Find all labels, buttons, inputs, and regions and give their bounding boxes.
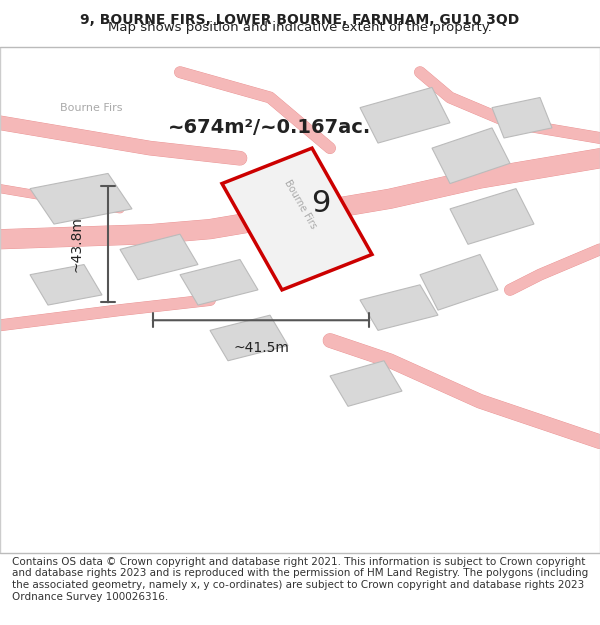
Text: ~43.8m: ~43.8m [70, 216, 84, 272]
Polygon shape [450, 189, 534, 244]
Text: Contains OS data © Crown copyright and database right 2021. This information is : Contains OS data © Crown copyright and d… [12, 557, 588, 601]
Polygon shape [30, 264, 102, 305]
Polygon shape [492, 98, 552, 138]
Polygon shape [222, 148, 372, 290]
Polygon shape [210, 315, 288, 361]
Text: 9, BOURNE FIRS, LOWER BOURNE, FARNHAM, GU10 3QD: 9, BOURNE FIRS, LOWER BOURNE, FARNHAM, G… [80, 13, 520, 27]
Polygon shape [180, 259, 258, 305]
Polygon shape [432, 128, 510, 184]
Text: ~674m²/~0.167ac.: ~674m²/~0.167ac. [168, 118, 371, 138]
Text: Bourne Firs: Bourne Firs [282, 177, 318, 230]
Polygon shape [420, 254, 498, 310]
Polygon shape [120, 234, 198, 280]
Polygon shape [360, 88, 450, 143]
Text: ~41.5m: ~41.5m [233, 341, 289, 354]
Polygon shape [330, 361, 402, 406]
Text: 9: 9 [311, 189, 331, 218]
Text: Map shows position and indicative extent of the property.: Map shows position and indicative extent… [108, 21, 492, 34]
Polygon shape [360, 285, 438, 331]
Text: Bourne Firs: Bourne Firs [60, 102, 122, 112]
Polygon shape [30, 173, 132, 224]
